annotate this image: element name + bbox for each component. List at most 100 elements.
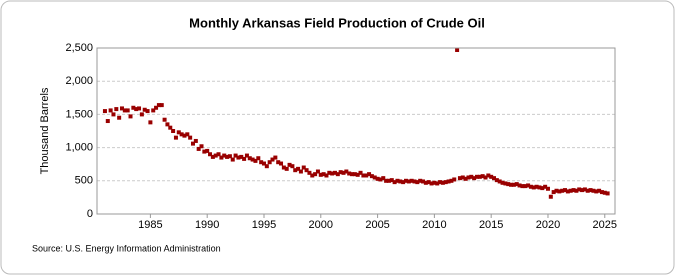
point bbox=[511, 182, 516, 187]
point bbox=[560, 188, 565, 193]
point bbox=[318, 172, 323, 177]
point bbox=[372, 175, 377, 180]
point bbox=[216, 152, 221, 157]
point bbox=[301, 165, 306, 170]
point bbox=[449, 178, 454, 183]
point bbox=[347, 171, 352, 176]
point bbox=[148, 120, 153, 125]
point bbox=[557, 189, 562, 194]
point bbox=[210, 154, 215, 159]
point bbox=[327, 170, 332, 175]
point bbox=[580, 188, 585, 193]
point bbox=[426, 180, 431, 185]
point bbox=[315, 169, 320, 174]
point bbox=[122, 108, 127, 113]
point bbox=[418, 178, 423, 183]
point bbox=[386, 178, 391, 183]
point bbox=[151, 108, 156, 113]
point bbox=[480, 174, 485, 179]
point bbox=[520, 184, 525, 189]
point bbox=[403, 178, 408, 183]
point bbox=[259, 160, 264, 165]
point bbox=[523, 184, 528, 189]
point bbox=[554, 188, 559, 193]
point bbox=[273, 155, 278, 160]
point bbox=[494, 178, 499, 183]
point bbox=[281, 165, 286, 170]
point bbox=[284, 166, 289, 171]
point bbox=[199, 144, 204, 149]
point bbox=[577, 187, 582, 192]
point bbox=[460, 175, 465, 180]
point bbox=[290, 164, 295, 169]
point bbox=[276, 160, 281, 165]
point bbox=[509, 182, 514, 187]
point bbox=[310, 173, 315, 178]
point bbox=[250, 157, 255, 162]
point bbox=[477, 174, 482, 179]
x-tick-label: 2000 bbox=[309, 219, 333, 231]
point bbox=[367, 172, 372, 177]
point bbox=[244, 153, 249, 158]
y-tick-label: 2,500 bbox=[65, 42, 93, 54]
x-tick-label: 1995 bbox=[252, 219, 276, 231]
plot-area bbox=[96, 47, 616, 215]
point bbox=[173, 135, 178, 140]
y-axis-label: Thousand Barrels bbox=[39, 87, 51, 174]
point bbox=[406, 179, 411, 184]
point bbox=[474, 174, 479, 179]
point bbox=[219, 155, 224, 160]
point bbox=[247, 156, 252, 161]
point bbox=[398, 179, 403, 184]
point bbox=[472, 176, 477, 181]
point bbox=[517, 183, 522, 188]
point bbox=[233, 153, 238, 158]
point bbox=[540, 186, 545, 191]
point bbox=[321, 172, 326, 177]
point bbox=[225, 154, 230, 159]
point bbox=[264, 164, 269, 169]
x-tick-label: 2020 bbox=[536, 219, 560, 231]
point bbox=[443, 180, 448, 185]
point bbox=[242, 156, 247, 161]
point bbox=[298, 169, 303, 174]
point bbox=[293, 168, 298, 173]
point bbox=[324, 173, 329, 178]
point bbox=[435, 181, 440, 186]
point bbox=[205, 148, 210, 153]
point bbox=[185, 132, 190, 137]
point bbox=[139, 112, 144, 117]
point bbox=[154, 105, 159, 110]
point bbox=[446, 179, 451, 184]
point bbox=[526, 183, 531, 188]
point bbox=[137, 106, 142, 111]
point bbox=[565, 189, 570, 194]
point bbox=[415, 180, 420, 185]
point bbox=[574, 188, 579, 193]
point bbox=[267, 160, 272, 165]
point bbox=[548, 194, 553, 199]
point bbox=[202, 149, 207, 154]
point bbox=[423, 180, 428, 185]
point bbox=[287, 162, 292, 167]
y-tick-label: 1,000 bbox=[65, 142, 93, 154]
point bbox=[438, 180, 443, 185]
point bbox=[503, 181, 508, 186]
point bbox=[117, 115, 122, 120]
y-tick-label: 2,000 bbox=[65, 75, 93, 87]
point bbox=[222, 153, 227, 158]
point bbox=[455, 47, 460, 52]
point bbox=[597, 188, 602, 193]
point bbox=[594, 189, 599, 194]
point bbox=[196, 146, 201, 151]
point bbox=[463, 176, 468, 181]
point bbox=[440, 180, 445, 185]
point bbox=[213, 153, 218, 158]
point bbox=[119, 106, 124, 111]
point bbox=[114, 107, 119, 112]
point bbox=[239, 154, 244, 159]
point bbox=[128, 114, 133, 119]
x-tick-label: 2005 bbox=[365, 219, 389, 231]
point bbox=[585, 188, 590, 193]
point bbox=[332, 170, 337, 175]
